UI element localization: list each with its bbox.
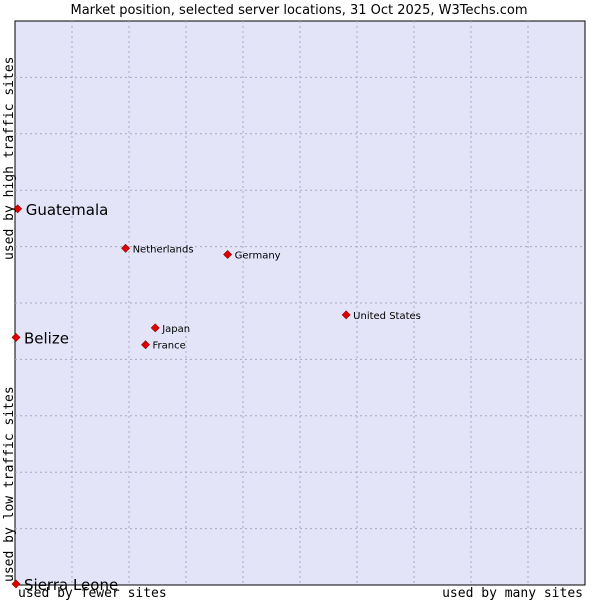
data-point-netherlands bbox=[121, 243, 131, 253]
data-label-belize: Belize bbox=[24, 329, 69, 347]
x-axis-label-left: used by fewer sites bbox=[18, 586, 167, 600]
grid-lines bbox=[15, 21, 585, 585]
data-point-united-states bbox=[341, 310, 351, 320]
data-label-germany: Germany bbox=[235, 250, 281, 261]
data-point-france bbox=[141, 340, 150, 350]
y-axis-label-top: used by high traffic sites bbox=[2, 57, 17, 261]
data-label-netherlands: Netherlands bbox=[133, 244, 194, 255]
data-label-japan: Japan bbox=[161, 324, 190, 335]
data-label-france: France bbox=[153, 341, 186, 352]
y-axis-label-bottom: used by low traffic sites bbox=[2, 386, 17, 582]
data-point-guatemala bbox=[13, 204, 23, 214]
data-point-belize bbox=[11, 332, 21, 342]
x-axis-label-right: used by many sites bbox=[442, 586, 583, 600]
data-label-guatemala: Guatemala bbox=[26, 201, 109, 219]
data-label-united-states: United States bbox=[353, 311, 421, 322]
chart-title: Market position, selected server locatio… bbox=[70, 3, 527, 18]
data-point-sierra-leone bbox=[11, 579, 21, 589]
data-label-sierra-leone: Sierra Leone bbox=[24, 576, 118, 594]
data-point-germany bbox=[223, 250, 233, 259]
data-point-japan bbox=[150, 323, 160, 333]
data-points bbox=[11, 204, 351, 589]
point-labels: Guatemala Belize Sierra Leone Netherlands Ge… bbox=[24, 201, 421, 594]
